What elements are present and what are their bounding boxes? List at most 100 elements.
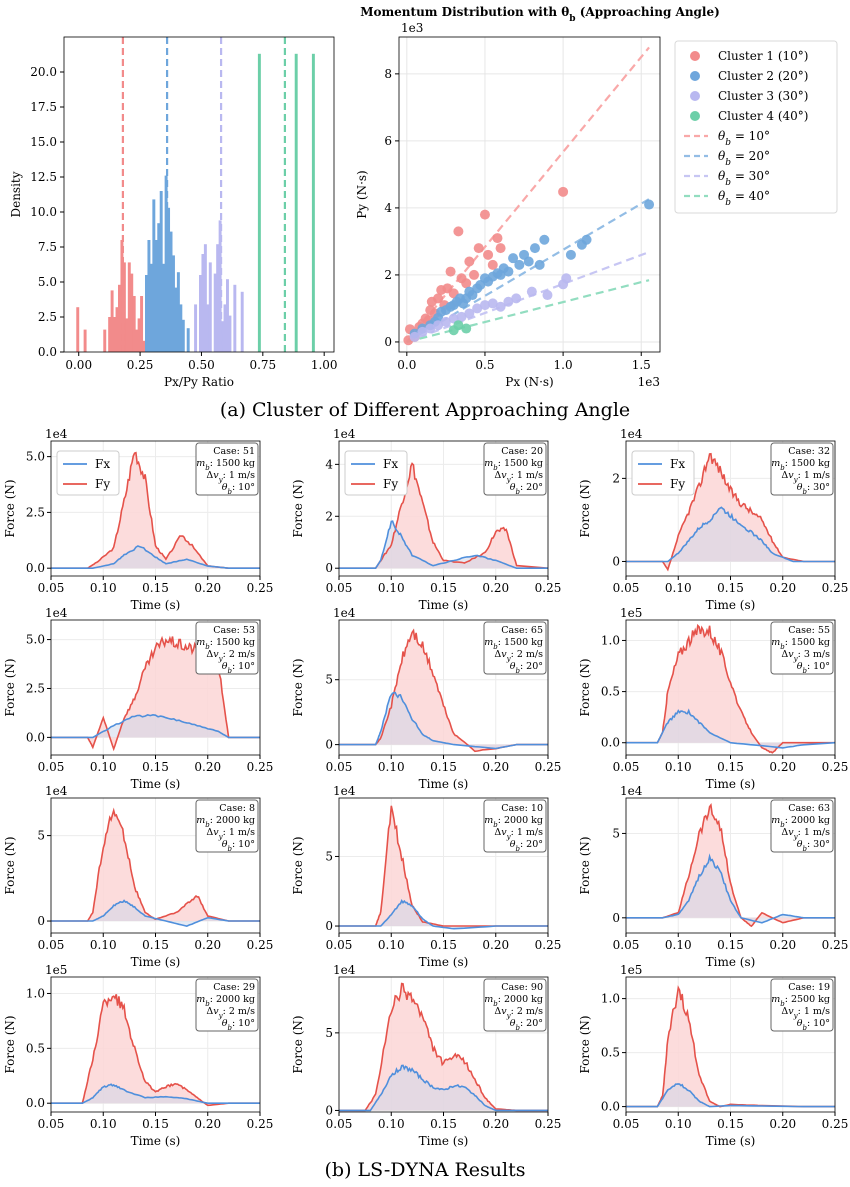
fy-line <box>339 462 549 569</box>
hist-bar <box>122 262 126 352</box>
fy-line <box>626 623 835 754</box>
y-tick-label: 17.5 <box>30 100 57 114</box>
hist-bar <box>194 304 198 352</box>
title-sub: b <box>569 14 575 24</box>
mass-label: mb: 1500 kg <box>484 458 543 472</box>
mass-value: : 2000 kg <box>498 994 543 1005</box>
x-tick-label: 0.50 <box>188 358 215 372</box>
x-axis-label: Time (s) <box>706 955 756 969</box>
x-tick-label: 0.20 <box>194 760 221 774</box>
y-tick-label: 1.0 <box>26 986 45 1000</box>
x-axis-label: Time (s) <box>419 955 469 969</box>
legend-fx-label: Fx <box>95 457 110 471</box>
scatter-point <box>487 298 498 309</box>
hist-bar <box>176 272 180 352</box>
theta-value: : 10° <box>807 661 830 672</box>
y-tick-label: 5 <box>325 1026 333 1040</box>
theta-symbol: θ <box>510 482 516 493</box>
y-multiplier: 1e4 <box>333 784 356 798</box>
legend-sub: b <box>725 198 731 208</box>
hist-bar <box>228 315 232 352</box>
x-tick-label: 0.10 <box>378 760 405 774</box>
dv-label: Δvy: 1 m/s <box>781 470 830 484</box>
x-axis-label: Time (s) <box>419 777 469 791</box>
scatter-point <box>456 311 467 322</box>
dv-sub: y <box>506 476 512 484</box>
theta-symbol: θ <box>222 1018 228 1029</box>
x-axis-label: Time (s) <box>131 777 181 791</box>
y-tick-label: 0.0 <box>601 1100 620 1114</box>
theta-value: : 10° <box>232 839 255 850</box>
y-tick-label: 0.5 <box>601 685 620 699</box>
dv-v: v <box>213 827 219 838</box>
fx-line <box>51 1083 260 1104</box>
theta-label: θb: 20° <box>510 839 543 853</box>
mass-sub: b <box>780 1000 785 1008</box>
scatter-point <box>644 199 655 210</box>
case-info-box <box>195 442 259 496</box>
x-tick-label: 0.25 <box>535 1117 562 1131</box>
fx-line <box>339 898 548 930</box>
dv-v: v <box>213 470 219 481</box>
y-tick-label: 5.0 <box>26 633 45 647</box>
fx-area <box>339 900 548 929</box>
dv-value: : 2 m/s <box>223 649 255 660</box>
scatter-point <box>581 234 592 245</box>
hist-bar <box>221 321 225 352</box>
y-tick-label: 5.0 <box>38 275 57 289</box>
theta-symbol: θ <box>510 661 516 672</box>
y-axis-label: Force (N) <box>578 479 592 537</box>
mass-sub: b <box>780 643 785 651</box>
force-panel: 0.05 0.10 0.15 0.20 0.25 0 5 1e4 Time (s) Force (… <box>291 963 561 1148</box>
legend-sub: b <box>725 158 731 168</box>
x-tick-label: 0.25 <box>535 938 562 952</box>
case-info-box <box>770 978 834 1032</box>
theta-value: : 30° <box>807 839 830 850</box>
hist-bar <box>118 284 121 352</box>
dv-symbol: Δ <box>494 649 501 660</box>
hist-bar <box>181 319 185 352</box>
scatter-point <box>433 293 444 304</box>
fx-area <box>51 900 260 927</box>
x-axis-label: Time (s) <box>419 1134 469 1148</box>
fy-line <box>339 628 548 753</box>
x-tick-label: 0.05 <box>326 760 353 774</box>
hist-bar <box>137 318 141 352</box>
hist-bar <box>257 53 261 353</box>
mass-sub: b <box>205 464 210 472</box>
fx-line <box>626 506 835 563</box>
case-info-box <box>483 442 547 496</box>
dv-value: : 1 m/s <box>798 1006 830 1017</box>
dv-label: Δvy: 1 m/s <box>494 470 543 484</box>
fy-area <box>51 810 260 921</box>
scatter-point <box>514 259 525 270</box>
mass-label: mb: 1500 kg <box>196 637 255 651</box>
legend-label: θb = 40° <box>718 189 770 208</box>
case-label: Case: 19 <box>788 982 830 993</box>
x-tick-label: 0.25 <box>822 581 849 595</box>
y-tick-label: 0.0 <box>601 736 620 750</box>
case-info-box <box>483 799 547 853</box>
dv-label: Δvy: 1 m/s <box>206 827 255 841</box>
y-multiplier: 1e4 <box>45 784 68 798</box>
dv-sub: y <box>793 476 799 484</box>
x-tick-label: 0.05 <box>326 938 353 952</box>
x-tick-label: 0.25 <box>247 1117 274 1131</box>
scatter-point <box>461 323 472 334</box>
theta-value: : 10° <box>232 1018 255 1029</box>
y-axis-label: Force (N) <box>291 1015 305 1073</box>
scatter-point <box>479 209 490 220</box>
x-tick-label: 0.15 <box>430 938 457 952</box>
mass-symbol: m <box>196 815 205 826</box>
mass-label: mb: 2000 kg <box>196 815 255 829</box>
theta-symbol: θ <box>797 482 803 493</box>
hist-bar <box>125 318 129 352</box>
x-tick-label: 0.10 <box>378 581 405 595</box>
scatter-point <box>492 233 503 244</box>
x-axis-label: Px (N·s) <box>505 375 554 389</box>
theta-sub: b <box>227 1024 232 1032</box>
hist-bar <box>113 317 117 352</box>
theta-label: θb: 30° <box>797 839 830 853</box>
